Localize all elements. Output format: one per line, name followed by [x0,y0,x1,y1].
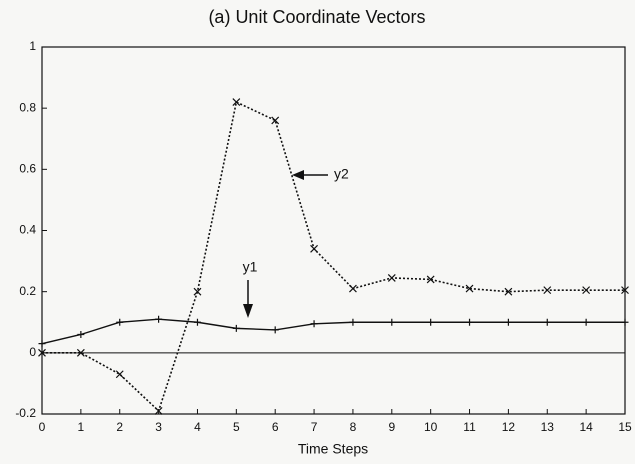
y-tick-label: 0.4 [19,223,36,237]
plot-frame [41,46,626,415]
marker [38,340,46,348]
marker [504,287,513,296]
marker [543,286,552,295]
marker [310,320,318,328]
x-tick-label: 0 [39,420,46,434]
x-tick-label: 14 [579,420,593,434]
marker [621,318,629,326]
y-tick-label: 1 [29,39,36,53]
marker [504,318,512,326]
arrow-head [243,304,253,318]
arrow-head [292,170,304,180]
marker [77,330,85,338]
marker [155,315,163,323]
marker [466,318,474,326]
marker [271,326,279,334]
x-tick-label: 15 [618,420,632,434]
y-tick-label: 0 [29,345,36,359]
marker [465,284,474,293]
marker [387,273,396,282]
marker [115,370,124,379]
marker [76,348,85,357]
marker [271,116,280,125]
series-line [42,100,625,413]
marker [193,287,202,296]
series-label: y1 [243,259,258,275]
x-tick-label: 11 [463,420,476,434]
marker [116,318,124,326]
x-axis-label: Time Steps [298,441,368,457]
x-tick-label: 8 [350,420,357,434]
x-tick-label: 12 [502,420,516,434]
marker [427,318,435,326]
series-line [41,318,625,345]
x-tick-label: 2 [116,420,123,434]
marker [349,284,357,293]
marker [621,286,629,295]
y-tick-label: 0.6 [19,162,36,176]
x-tick-label: 5 [233,420,240,434]
x-tick-label: 4 [194,420,201,434]
x-tick-label: 7 [311,420,318,434]
y-tick-label: 0.8 [19,100,36,114]
y-tick-label: 0.2 [19,284,36,298]
marker [426,275,435,284]
marker [543,318,551,326]
marker [310,244,318,253]
marker [154,407,163,415]
y-tick-label: -0.2 [15,406,36,420]
chart-title: (a) Unit Coordinate Vectors [208,7,425,27]
series-label: y2 [334,166,349,182]
marker [232,98,241,106]
marker [582,318,590,326]
x-tick-label: 6 [272,420,279,434]
x-tick-label: 9 [388,420,395,434]
x-tick-label: 1 [78,420,85,434]
marker [582,286,591,295]
marker [38,348,46,357]
marker [349,318,357,326]
x-tick-label: 3 [155,420,162,434]
marker [193,318,201,326]
x-tick-label: 10 [424,420,438,434]
marker [232,324,240,332]
marker [388,318,396,326]
x-tick-label: 13 [541,420,555,434]
